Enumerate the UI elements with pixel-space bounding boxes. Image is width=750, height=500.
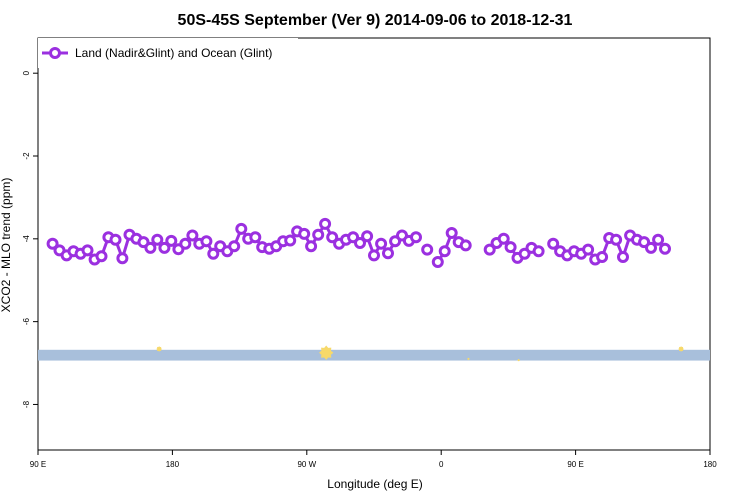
surface-band-group [38,345,710,362]
series-0-point-86 [652,233,665,246]
land-marker-2 [678,346,684,352]
x-tick-label-2: 90 W [297,460,316,469]
land-marker-0 [156,346,162,352]
series-0-point-47 [375,237,388,250]
series-0-point-69 [532,245,545,258]
series-0-point-52 [410,231,422,244]
y-tick-label-1: -2 [22,152,31,160]
series-0-point-65 [504,241,517,254]
series-0-point-39 [319,217,332,230]
x-tick-label-3: 0 [439,460,444,469]
legend-background [38,38,298,68]
series-0-point-34 [284,234,297,247]
series-0-point-54 [421,243,434,256]
series-0-point-85 [645,241,657,254]
x-tick-label-5: 180 [703,460,717,469]
series-0-point-15 [151,233,164,246]
series-0-point-80 [610,233,623,246]
series-0-point-45 [361,230,374,243]
series-0-point-78 [596,251,609,263]
x-tick-label-4: 90 E [567,460,583,469]
chart-title: 50S-45S September (Ver 9) 2014-09-06 to … [178,12,573,29]
y-axis-label: XCO2 - MLO trend (ppm) [0,178,13,313]
series-0-point-87 [659,242,671,255]
series-0-point-46 [368,249,380,262]
series-0-point-20 [186,229,199,242]
land-marker-3 [467,357,470,361]
x-axis-ticks: 90 E 180 90 W 0 90 E 180 [30,450,717,469]
legend: Land (Nadir&Glint) and Ocean (Glint) [38,38,298,68]
series-0-point-23 [207,247,220,260]
surface-band [38,349,710,361]
series-group [46,217,671,268]
x-axis-label: Longitude (deg E) [327,477,422,491]
series-0-point-58 [445,227,458,239]
series-0-point-62 [483,243,496,256]
legend-marker-swatch [49,47,61,59]
series-0-point-16 [158,241,171,254]
series-0-point-0 [46,237,59,250]
series-0-point-56 [431,256,444,268]
series-0-point-29 [249,231,262,244]
series-0-point-40 [326,231,339,244]
series-0-point-64 [497,232,510,245]
series-0-point-37 [305,240,318,253]
series-0-point-57 [438,245,451,258]
series-0-point-38 [312,228,325,241]
series-0-point-44 [354,237,366,249]
series-0-point-17 [165,234,178,247]
series-0-point-27 [235,222,248,235]
legend-series-label: Land (Nadir&Glint) and Ocean (Glint) [75,46,272,60]
y-tick-label-4: -8 [22,400,31,408]
plot-frame [37,37,711,451]
y-tick-label-2: -4 [22,235,31,243]
y-tick-label-3: -6 [22,317,31,325]
x-tick-label-0: 90 E [30,460,46,469]
land-marker-4 [517,358,520,362]
series-0-point-5 [81,244,94,257]
x-tick-label-1: 180 [166,460,180,469]
land-marker-1 [319,345,334,360]
series-0-point-26 [228,240,241,253]
y-axis-ticks: 0 -2 -4 -6 -8 [22,70,38,408]
series-0-point-14 [144,241,157,254]
series-0-point-10 [116,252,129,265]
series-0-point-48 [382,247,394,260]
series-0-point-7 [95,250,108,263]
series-0-point-19 [179,237,192,250]
series-0-point-9 [109,233,122,246]
series-0-point-60 [459,239,472,252]
series-0-point-76 [582,243,595,256]
series-0-point-71 [547,237,560,250]
series-0-point-22 [200,235,213,248]
series-0-point-81 [617,251,629,263]
series-0-point-36 [298,227,311,240]
y-tick-label-0: 0 [22,70,31,75]
